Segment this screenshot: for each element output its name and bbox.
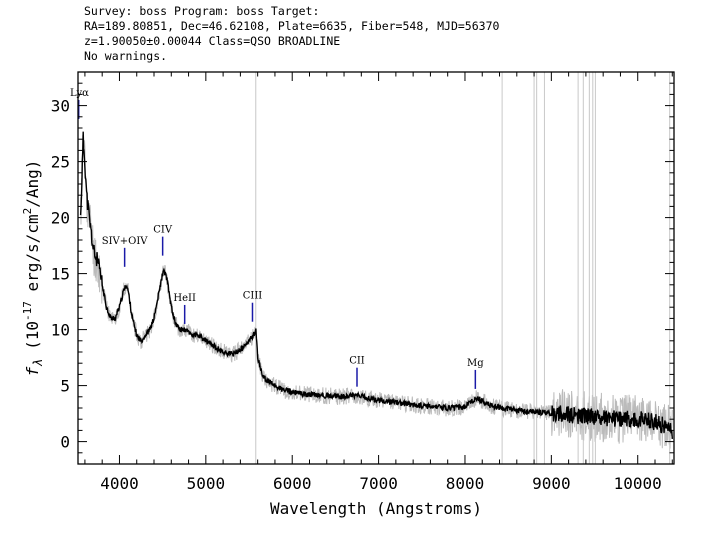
header-warnings-line: No warnings.: [84, 49, 168, 63]
y-axis-title: fλ (10-17 erg/s/cm2/Ang): [21, 160, 45, 377]
y-tick-label: 20: [51, 209, 70, 228]
x-axis-ticks: [84, 72, 673, 464]
header-coordinates-line: RA=189.80851, Dec=46.62108, Plate=6635, …: [84, 19, 500, 33]
y-axis-ticks: [78, 71, 674, 454]
x-tick-label: 10000: [614, 474, 662, 493]
spectrum-header: Survey: boss Program: boss Target: RA=18…: [84, 4, 499, 64]
y-tick-label: 0: [60, 433, 70, 452]
flux-series-line: [79, 131, 673, 439]
y-tick-label: 30: [51, 97, 70, 116]
y-tick-label: 5: [60, 377, 70, 396]
emission-line-label: HeII: [173, 293, 196, 304]
emission-line-label: CIV: [153, 225, 173, 236]
x-axis-tick-labels: 4000 5000 6000 7000 8000 9000 10000: [100, 474, 662, 493]
y-tick-label: 25: [51, 153, 70, 172]
x-tick-label: 5000: [187, 474, 226, 493]
x-tick-label: 4000: [100, 474, 139, 493]
flux-series: [79, 131, 673, 439]
sky-residual-lines: [255, 72, 671, 464]
y-tick-label: 10: [51, 321, 70, 340]
y-axis-tick-labels: 0 5 10 15 20 25 30: [51, 97, 70, 452]
emission-line-label: Lyα: [70, 88, 89, 99]
emission-line-label: CII: [349, 356, 365, 367]
header-redshift-line: z=1.90050±0.00044 Class=QSO BROADLINE: [84, 34, 341, 48]
x-tick-label: 6000: [273, 474, 312, 493]
x-tick-label: 7000: [359, 474, 398, 493]
plot-frame: [77, 71, 675, 465]
emission-line-label: CIII: [243, 291, 263, 302]
x-tick-label: 8000: [446, 474, 485, 493]
emission-line-label: Mg: [467, 358, 484, 369]
header-survey-line: Survey: boss Program: boss Target:: [84, 4, 320, 18]
x-axis-title: Wavelength (Angstroms): [270, 499, 482, 518]
y-tick-label: 15: [51, 265, 70, 284]
emission-line-markers: Lyα SIV+OIV CIV HeII CIII CII Mg: [70, 88, 484, 389]
emission-line-label: SIV+OIV: [102, 236, 149, 247]
x-tick-label: 9000: [532, 474, 571, 493]
